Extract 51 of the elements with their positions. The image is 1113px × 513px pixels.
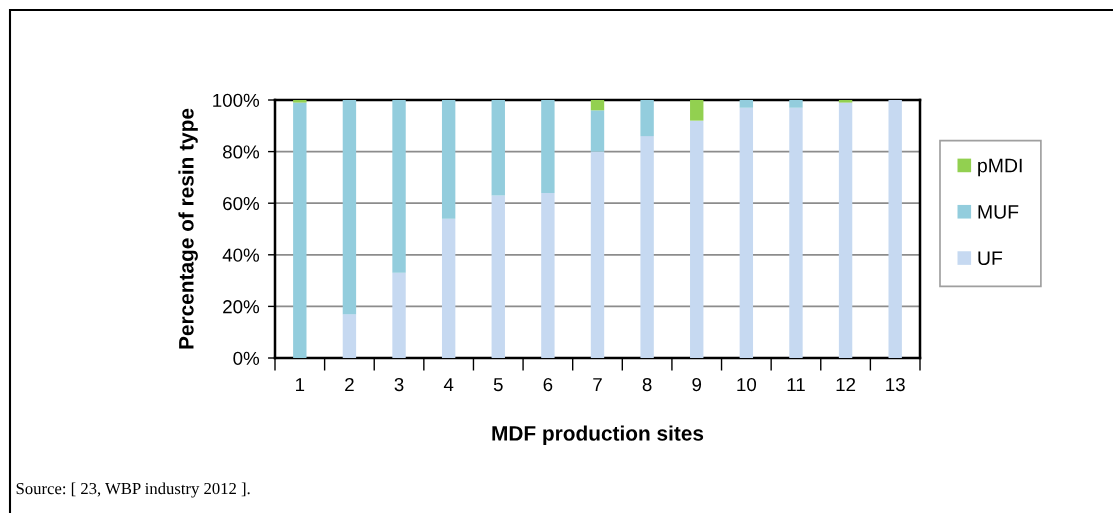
- bar: [541, 192, 555, 358]
- x-tick-label: 10: [737, 377, 757, 392]
- bar: [590, 100, 605, 111]
- bar: [590, 110, 605, 152]
- y-tick-label: 0%: [233, 351, 260, 365]
- bar: [888, 100, 902, 358]
- bar: [690, 100, 704, 121]
- x-tick-label: 13: [886, 377, 905, 392]
- x-tick-label: 4: [443, 378, 454, 392]
- bar: [293, 102, 307, 358]
- bar: [789, 100, 803, 108]
- bar: [739, 107, 754, 358]
- bar: [392, 100, 406, 273]
- x-tick-label: 6: [543, 377, 553, 392]
- bar: [293, 100, 307, 103]
- x-tick-label: 12: [836, 377, 856, 392]
- source-note: Source: [ 23, WBP industry 2012 ].: [16, 482, 250, 498]
- x-tick-label: 3: [394, 377, 404, 392]
- x-tick-label: 5: [493, 378, 503, 392]
- bar: [838, 100, 853, 103]
- bar: [441, 100, 456, 219]
- x-tick-label: 1: [296, 378, 305, 392]
- y-tick-label: 60%: [223, 196, 260, 211]
- bar: [640, 136, 654, 358]
- legend-label: pMDI: [978, 158, 1022, 177]
- bar: [441, 218, 456, 358]
- bar: [690, 120, 704, 358]
- x-axis-title: MDF production sites: [492, 425, 704, 445]
- bar: [541, 100, 555, 193]
- y-axis-title: Percentage of resin type: [178, 108, 198, 349]
- legend-label: MUF: [978, 205, 1019, 219]
- bar: [342, 314, 357, 358]
- bar: [789, 107, 803, 358]
- bar: [590, 151, 605, 358]
- y-tick-label: 80%: [223, 145, 260, 159]
- bar: [640, 100, 654, 137]
- x-tick-label: 7: [593, 378, 602, 392]
- bar: [739, 100, 754, 108]
- x-tick-label: 9: [692, 377, 702, 392]
- y-tick-label: 40%: [222, 248, 260, 262]
- legend-label: UF: [978, 251, 1003, 266]
- x-tick-label: 2: [345, 377, 354, 392]
- bar: [392, 272, 406, 358]
- y-tick-label: 20%: [223, 300, 260, 314]
- bar: [491, 195, 505, 358]
- x-tick-label: 8: [642, 377, 652, 392]
- y-tick-label: 100%: [213, 93, 260, 107]
- bar: [491, 100, 505, 196]
- bar: [342, 100, 357, 315]
- bar: [838, 102, 853, 358]
- x-tick-label: 11: [787, 378, 805, 392]
